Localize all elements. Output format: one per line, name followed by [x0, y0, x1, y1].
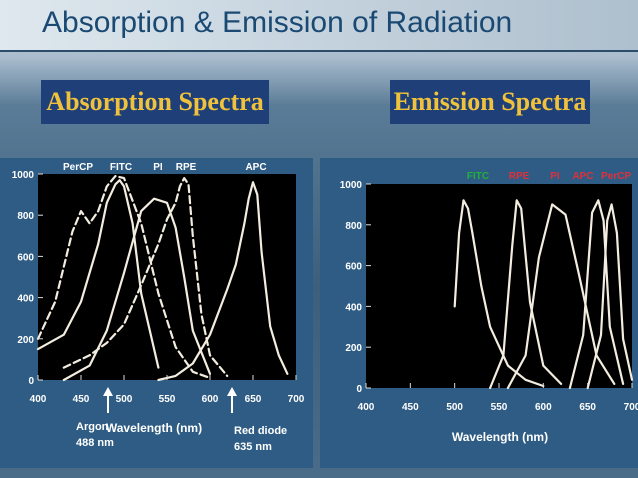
absorption-x-axis-label: Wavelength (nm)	[106, 421, 202, 435]
emission-curve-rpe	[489, 199, 563, 390]
absorption-y-tick-label: 400	[17, 294, 34, 305]
emission-x-tick-label: 600	[535, 402, 552, 413]
title-rule	[0, 50, 638, 52]
emission-x-tick-label: 500	[446, 402, 463, 413]
emission-x-tick-label: 650	[579, 402, 596, 413]
absorption-y-tick-label: 0	[28, 376, 34, 387]
emission-x-tick-label: 400	[358, 402, 375, 413]
absorption-dye-label-percp: PerCP	[63, 162, 93, 173]
absorption-x-tick-label: 450	[73, 394, 90, 405]
emission-y-tick-label: 1000	[340, 180, 363, 191]
emission-x-tick-label: 450	[402, 402, 419, 413]
argon-laser-name: Argon	[76, 421, 109, 433]
emission-dye-label-percp: PerCP	[601, 171, 631, 182]
absorption-dye-label-rpe: RPE	[176, 162, 197, 173]
argon-laser-wavelength: 488 nm	[76, 437, 114, 449]
emission-spectra-label: Emission Spectra	[390, 80, 590, 124]
red-diode-laser-name: Red diode	[234, 425, 287, 437]
emission-y-tick-label: 400	[345, 302, 362, 313]
absorption-y-tick-label: 1000	[12, 170, 35, 181]
emission-dye-label-pi: PI	[550, 171, 560, 182]
emission-y-tick-label: 0	[356, 384, 362, 395]
title-bar	[0, 0, 638, 50]
absorption-curve-apc	[157, 181, 289, 382]
absorption-spectra-label: Absorption Spectra	[41, 80, 269, 124]
emission-y-tick-label: 200	[345, 343, 362, 354]
absorption-x-tick-label: 700	[288, 394, 305, 405]
emission-y-tick-label: 800	[345, 221, 362, 232]
absorption-y-tick-label: 800	[17, 211, 34, 222]
absorption-curve-percp	[36, 175, 212, 379]
emission-x-tick-label: 550	[491, 402, 508, 413]
emission-curve-percp	[586, 203, 634, 390]
argon-laser-arrow	[103, 387, 113, 413]
absorption-x-tick-label: 400	[30, 394, 47, 405]
absorption-x-tick-label: 650	[245, 394, 262, 405]
emission-curve-apc	[568, 199, 625, 390]
absorption-y-tick-label: 600	[17, 252, 34, 263]
slide-title: Absorption & Emission of Radiation	[42, 6, 513, 39]
emission-x-tick-label: 700	[624, 402, 638, 413]
emission-chart-panel: 0 200 400 600 800 1000 400 450 500 550 600 650 700 …	[320, 158, 638, 468]
red-diode-laser-arrow	[227, 387, 237, 413]
absorption-y-tick-label: 200	[17, 335, 34, 346]
absorption-x-tick-label: 550	[159, 394, 176, 405]
absorption-chart-panel: 0 200 400 600 800 1000 400 450 500 550 600 650 700 …	[0, 158, 313, 468]
absorption-curve-pi	[62, 197, 212, 382]
absorption-curve-fitc	[36, 179, 160, 369]
emission-curve-pi	[506, 203, 616, 390]
emission-y-tick-label: 600	[345, 262, 362, 273]
absorption-dye-label-pi: PI	[153, 162, 163, 173]
emission-x-axis-label: Wavelength (nm)	[452, 430, 548, 444]
absorption-dye-label-fitc: FITC	[110, 162, 132, 173]
absorption-curve-rpe	[62, 177, 229, 377]
absorption-plot-area	[38, 174, 296, 380]
absorption-x-tick-label: 500	[116, 394, 133, 405]
red-diode-laser-wavelength: 635 nm	[234, 441, 272, 453]
absorption-dye-label-apc: APC	[245, 162, 266, 173]
emission-dye-label-rpe: RPE	[509, 171, 530, 182]
emission-dye-label-apc: APC	[572, 171, 593, 182]
absorption-x-tick-label: 600	[202, 394, 219, 405]
emission-dye-label-fitc: FITC	[467, 171, 489, 182]
